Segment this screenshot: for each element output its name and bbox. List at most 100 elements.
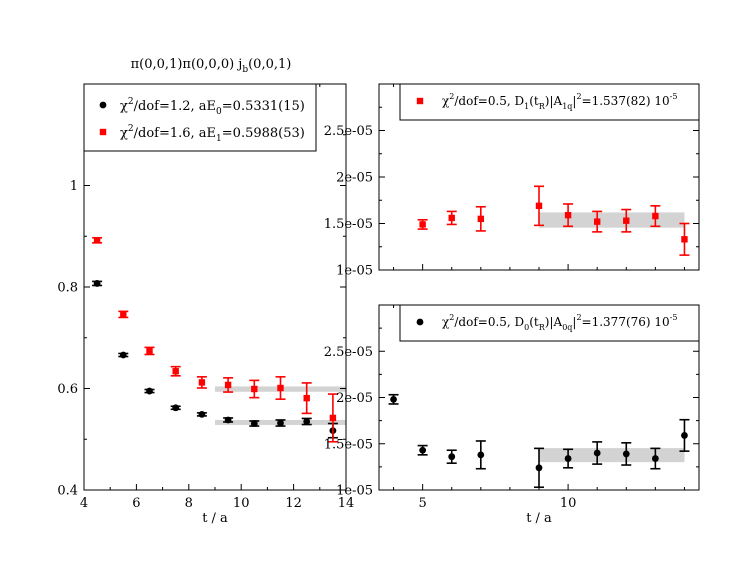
marker-circle (448, 453, 456, 461)
data-point-left-1-3 (170, 365, 181, 377)
legend-box (399, 83, 700, 121)
marker-circle (390, 395, 397, 403)
data-point-top-right-0-1 (446, 210, 457, 226)
legend-box (399, 304, 700, 342)
marker-circle (535, 464, 543, 472)
data-point-left-1-1 (118, 310, 129, 319)
legend-entry-0: χ2/dof=1.2, aE0=0.5331(15) (120, 97, 305, 117)
legend-top-right: χ2/dof=0.5, D1(tR)|A1q|2=1.537(82) 10-5 (399, 83, 700, 121)
series-top-right-0 (417, 185, 690, 256)
data-point-left-1-5 (223, 377, 234, 393)
legend-box (83, 83, 317, 152)
marker-square (172, 368, 179, 375)
legend-marker-square (99, 128, 107, 136)
xtick-label-bottom-right-1: 10 (560, 496, 577, 511)
xtick-label-left-3: 10 (233, 496, 250, 511)
chart-left: 4 6 8 10 12 14 0.4 0.6 0.8 1 t / a π(0,0,1)π(0,0,0)… (57, 57, 354, 526)
marker-circle (303, 418, 311, 425)
data-point-left-0-2 (144, 387, 155, 395)
marker-square (120, 311, 127, 318)
data-point-top-right-0-3 (534, 185, 544, 227)
data-point-top-right-0-8 (679, 222, 690, 256)
data-point-left-0-0 (92, 280, 103, 287)
ytick-label-bottom-right-0: 1e-05 (336, 484, 373, 499)
chart-title-left: π(0,0,1)π(0,0,0) jb(0,0,1) (131, 57, 292, 75)
data-point-bottom-right-0-9 (679, 418, 690, 452)
series-left-0 (92, 280, 338, 439)
data-point-left-1-7 (275, 376, 286, 400)
marker-square (198, 379, 206, 386)
data-point-left-0-3 (170, 404, 181, 412)
data-point-left-1-9 (327, 393, 338, 443)
marker-circle (250, 420, 258, 427)
data-point-left-1-4 (196, 376, 207, 389)
x-axis-label-left: t / a (202, 511, 228, 526)
marker-square (419, 221, 426, 228)
marker-circle (593, 449, 601, 457)
data-point-left-0-1 (118, 351, 129, 359)
data-point-left-0-7 (275, 419, 286, 427)
marker-square (277, 384, 284, 392)
ytick-label-top-right-2: 2e-05 (336, 171, 373, 186)
marker-circle (419, 446, 427, 454)
legend-entry-0: χ2/dof=0.5, D0(tR)|A0q|2=1.377(76) 10-5 (442, 313, 677, 332)
legend-entry-1: χ2/dof=1.6, aE1=0.5988(53) (120, 124, 305, 144)
ytick-label-bottom-right-2: 2e-05 (336, 391, 373, 406)
legend-marker-square (416, 97, 424, 105)
ytick-label-left-0: 0.4 (57, 484, 78, 499)
data-point-bottom-right-0-2 (446, 449, 457, 464)
marker-square (224, 381, 232, 389)
marker-square (564, 211, 572, 219)
marker-circle (146, 387, 153, 395)
data-point-bottom-right-0-7 (621, 442, 632, 466)
data-point-left-0-6 (249, 420, 260, 427)
data-point-left-0-4 (196, 410, 207, 418)
legend-bottom-right: χ2/dof=0.5, D0(tR)|A0q|2=1.377(76) 10-5 (399, 304, 700, 342)
marker-square (593, 218, 601, 225)
data-point-bottom-right-0-1 (417, 444, 428, 456)
data-point-left-0-5 (223, 416, 234, 424)
ytick-label-bottom-right-1: 1.5e-05 (324, 437, 373, 452)
xtick-label-left-4: 12 (285, 496, 302, 511)
chart-top-right: 1e-05 1.5e-05 2e-05 2.5e-05 χ2/dof=0.5, D1(t… (324, 83, 700, 279)
marker-circle (651, 455, 659, 462)
marker-circle (198, 410, 206, 418)
data-point-bottom-right-0-5 (563, 448, 574, 469)
marker-square (477, 215, 485, 223)
ytick-label-left-1: 0.6 (57, 382, 78, 397)
data-point-top-right-0-4 (563, 203, 574, 228)
data-point-top-right-0-6 (621, 208, 632, 233)
xtick-label-left-5: 14 (338, 496, 355, 511)
data-point-top-right-0-7 (650, 205, 661, 228)
xtick-label-left-0: 4 (80, 496, 88, 511)
legend-left: χ2/dof=1.2, aE0=0.5331(15) χ2/dof=1.6, aE… (83, 83, 317, 152)
legend-marker-circle (416, 318, 424, 326)
ytick-label-top-right-0: 1e-05 (336, 264, 373, 279)
marker-circle (224, 416, 232, 424)
marker-square (303, 394, 310, 402)
data-point-left-0-8 (301, 417, 312, 426)
marker-square (448, 214, 455, 222)
xtick-label-left-2: 8 (185, 496, 193, 511)
chart-bottom-right: 5 10 1e-05 1.5e-05 2e-05 2.5e-05 t / a χ2/dof=0… (324, 304, 700, 526)
marker-circle (622, 450, 630, 458)
data-point-left-1-0 (92, 236, 103, 244)
marker-square (652, 212, 659, 220)
xtick-label-bottom-right-0: 5 (418, 496, 426, 511)
data-point-left-1-8 (301, 382, 312, 415)
ytick-label-top-right-1: 1.5e-05 (324, 217, 373, 232)
marker-circle (93, 280, 101, 287)
series-bottom-right-0 (388, 393, 690, 489)
data-point-bottom-right-0-4 (534, 447, 544, 489)
data-point-bottom-right-0-6 (592, 441, 603, 465)
marker-circle (681, 432, 688, 439)
marker-circle (564, 455, 572, 462)
marker-square (251, 385, 258, 393)
ytick-label-bottom-right-3: 2.5e-05 (324, 345, 373, 360)
marker-square (535, 202, 543, 210)
marker-circle (477, 451, 485, 459)
marker-square (93, 237, 101, 244)
data-point-top-right-0-0 (417, 218, 428, 230)
ytick-label-left-2: 0.8 (57, 281, 78, 296)
